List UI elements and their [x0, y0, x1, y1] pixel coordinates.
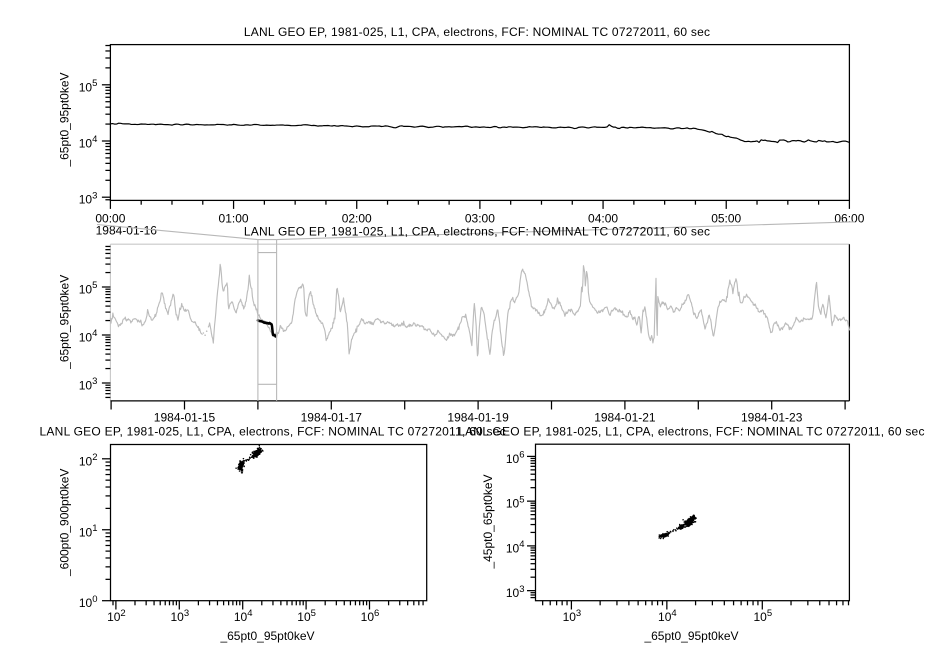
svg-text:1984-01-16: 1984-01-16 [96, 223, 158, 237]
svg-text:05:00: 05:00 [711, 212, 741, 226]
svg-text:06:00: 06:00 [834, 212, 864, 226]
svg-text:LANL GEO EP, 1981-025, L1, CPA: LANL GEO EP, 1981-025, L1, CPA, electron… [244, 25, 710, 39]
svg-text:1984-01-21: 1984-01-21 [594, 411, 656, 425]
svg-text:03:00: 03:00 [465, 212, 495, 226]
svg-text:_65pt0_95pt0keV: _65pt0_95pt0keV [643, 629, 738, 643]
svg-text:_65pt0_95pt0keV: _65pt0_95pt0keV [219, 629, 314, 643]
svg-text:LANL GEO EP, 1981-025, L1, CPA: LANL GEO EP, 1981-025, L1, CPA, electron… [244, 224, 710, 238]
svg-text:_65pt0_95pt0keV: _65pt0_95pt0keV [58, 275, 72, 370]
svg-text:_45pt0_65pt0keV: _45pt0_65pt0keV [481, 474, 495, 569]
svg-text:LANL GEO EP, 1981-025, L1, CPA: LANL GEO EP, 1981-025, L1, CPA, electron… [458, 425, 924, 439]
svg-text:00:00: 00:00 [95, 212, 125, 226]
svg-text:02:00: 02:00 [342, 212, 372, 226]
svg-text:01:00: 01:00 [219, 212, 249, 226]
svg-text:1984-01-17: 1984-01-17 [301, 411, 363, 425]
svg-text:04:00: 04:00 [588, 212, 618, 226]
svg-text:LANL GEO EP, 1981-025, L1, CPA: LANL GEO EP, 1981-025, L1, CPA, electron… [40, 425, 506, 439]
svg-text:_600pt0_900pt0keV: _600pt0_900pt0keV [58, 469, 72, 577]
svg-text:1984-01-23: 1984-01-23 [741, 411, 803, 425]
svg-text:1984-01-15: 1984-01-15 [154, 411, 216, 425]
svg-text:1984-01-19: 1984-01-19 [447, 411, 509, 425]
svg-text:_65pt0_95pt0keV: _65pt0_95pt0keV [58, 72, 72, 167]
